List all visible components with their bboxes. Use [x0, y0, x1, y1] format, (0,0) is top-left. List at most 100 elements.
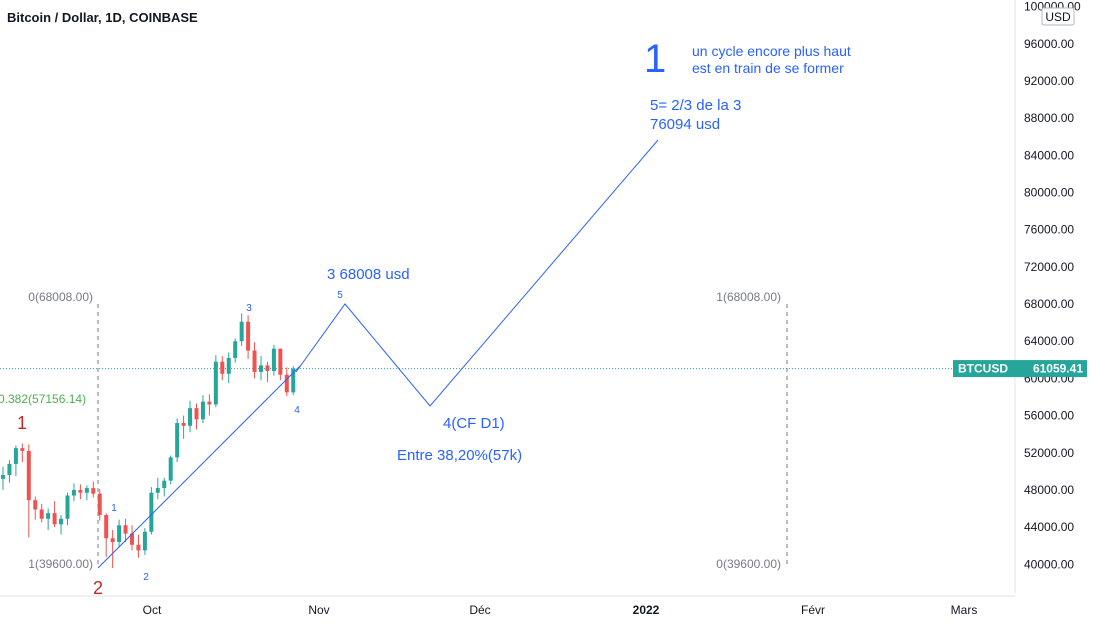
candle[interactable]: [84, 485, 89, 501]
candle-body: [284, 374, 289, 393]
time-axis[interactable]: Oct Nov Déc 2022 Févr Mars: [143, 603, 978, 617]
candle[interactable]: [78, 484, 83, 500]
candle[interactable]: [259, 356, 263, 381]
candle[interactable]: [291, 366, 296, 396]
candle-body: [130, 533, 134, 545]
time-tick-label: 2022: [633, 603, 660, 617]
candle-body: [271, 348, 276, 371]
candle[interactable]: [175, 418, 180, 463]
chart-title: Bitcoin / Dollar, 1D, COINBASE: [7, 10, 198, 25]
candle[interactable]: [136, 534, 141, 558]
candle[interactable]: [65, 492, 70, 526]
projection-path[interactable]: [295, 139, 659, 407]
candle[interactable]: [26, 444, 31, 538]
candle-body: [46, 513, 51, 519]
candle[interactable]: [1, 466, 5, 490]
major-wave-label-1: 1: [17, 413, 27, 433]
candle[interactable]: [207, 394, 212, 416]
candle-body: [13, 448, 18, 464]
currency-badge[interactable]: [1041, 7, 1075, 26]
candle-body: [181, 423, 186, 426]
candle[interactable]: [91, 481, 96, 498]
cycle-annotation-line2: est en train de se former: [692, 60, 844, 76]
candle-body: [78, 489, 83, 493]
candle[interactable]: [7, 460, 12, 483]
candle-body: [220, 361, 225, 374]
candle[interactable]: [46, 508, 51, 530]
candle[interactable]: [71, 483, 76, 502]
candle[interactable]: [117, 519, 122, 548]
candle[interactable]: [252, 342, 257, 379]
price-tick-label: 64000.00: [1024, 334, 1074, 348]
candle-body: [123, 525, 128, 534]
candle[interactable]: [59, 515, 64, 535]
candle[interactable]: [188, 400, 193, 433]
candle-body: [252, 350, 257, 372]
candle-body: [20, 448, 25, 451]
price-axis[interactable]: 100000.0096000.0092000.0088000.0084000.0…: [1024, 0, 1081, 571]
candle-body: [97, 493, 102, 516]
trend-line[interactable]: [97, 365, 301, 569]
candle[interactable]: [271, 344, 276, 376]
candle[interactable]: [220, 356, 225, 381]
price-tick-label: 80000.00: [1024, 186, 1074, 200]
candle[interactable]: [20, 443, 25, 463]
price-tick-label: 40000.00: [1024, 557, 1074, 571]
candle[interactable]: [194, 403, 199, 430]
candle[interactable]: [155, 477, 160, 500]
candle-body: [26, 450, 31, 501]
candle-body: [59, 518, 64, 525]
candle-body: [110, 538, 115, 542]
price-tick-label: 56000.00: [1024, 409, 1074, 423]
candle[interactable]: [265, 361, 270, 383]
candle[interactable]: [168, 455, 173, 485]
candle-body: [175, 423, 180, 458]
candle[interactable]: [130, 525, 134, 551]
candle[interactable]: [239, 313, 244, 346]
candle[interactable]: [52, 501, 57, 528]
candle[interactable]: [104, 513, 109, 557]
candle-body: [7, 463, 12, 476]
candle[interactable]: [13, 445, 18, 476]
candle[interactable]: [39, 503, 44, 523]
price-tick-label: 92000.00: [1024, 74, 1074, 88]
candle[interactable]: [142, 528, 147, 555]
candle-body: [142, 531, 147, 551]
candle-body: [168, 457, 173, 481]
fib-left-top-label: 0(68008.00): [28, 290, 93, 304]
price-tick-label: 52000.00: [1024, 446, 1074, 460]
candle-body: [188, 408, 193, 426]
candle[interactable]: [110, 529, 115, 568]
time-tick-label: Févr: [801, 603, 825, 617]
cycle-number: 1: [644, 37, 666, 81]
candle[interactable]: [200, 395, 205, 424]
candle[interactable]: [278, 348, 283, 381]
time-tick-label: Oct: [143, 603, 162, 617]
price-tick-label: 72000.00: [1024, 260, 1074, 274]
candlestick-series[interactable]: [1, 313, 296, 568]
candle-body: [213, 361, 218, 405]
price-tick-label: 76000.00: [1024, 223, 1074, 237]
candle[interactable]: [213, 355, 218, 408]
candle-body: [33, 500, 38, 510]
cycle-annotation-line1: un cycle encore plus haut: [692, 43, 851, 59]
candle[interactable]: [246, 315, 251, 359]
candle-body: [265, 365, 270, 371]
time-tick-label: Mars: [951, 603, 978, 617]
wave5-annotation-line2: 76094 usd: [650, 116, 720, 133]
candle[interactable]: [181, 415, 186, 439]
candle[interactable]: [123, 518, 128, 542]
candle-body: [246, 321, 251, 351]
candle[interactable]: [226, 352, 231, 384]
candle[interactable]: [162, 477, 167, 497]
candle[interactable]: [97, 489, 102, 521]
current-price-label: BTCUSD 61059.41: [953, 360, 1087, 378]
candle[interactable]: [33, 496, 38, 520]
candle[interactable]: [284, 367, 289, 397]
candle[interactable]: [233, 338, 238, 363]
candle[interactable]: [149, 487, 154, 535]
candle-body: [149, 492, 154, 532]
candle-body: [1, 475, 5, 479]
candle-body: [91, 488, 96, 494]
